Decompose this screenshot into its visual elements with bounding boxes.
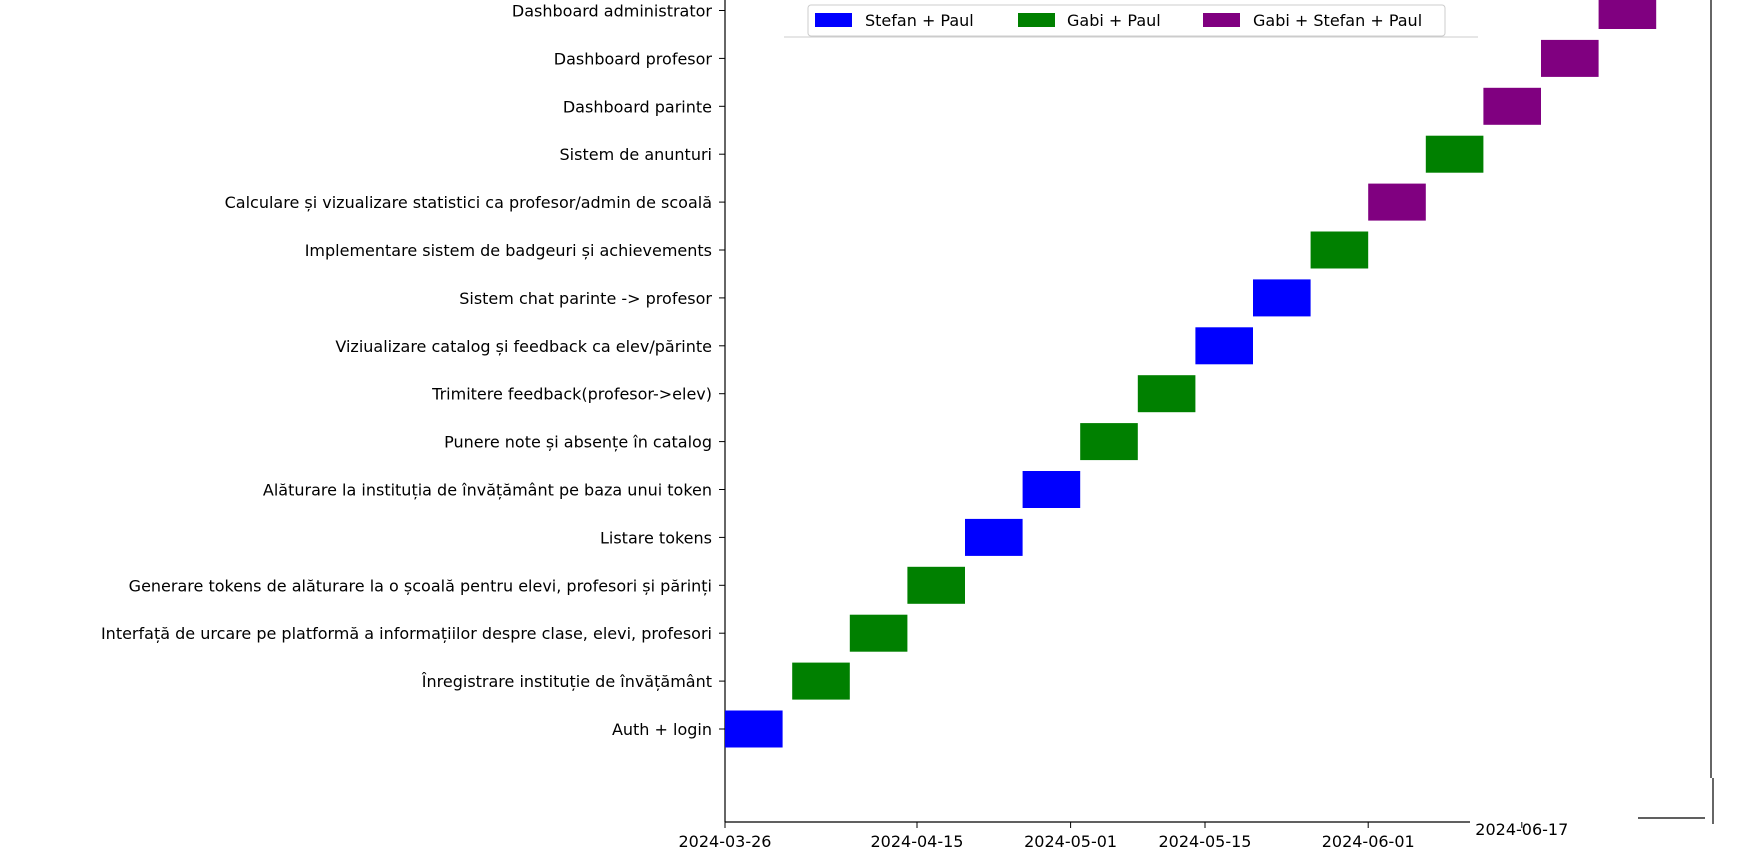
- task-bar-14: [1541, 39, 1599, 77]
- task-bar-11: [1368, 183, 1426, 221]
- plot-frame: [724, 0, 1714, 824]
- legend-label-gabi-stefan-paul: Gabi + Stefan + Paul: [1253, 11, 1422, 30]
- task-label-0: Auth + login: [612, 720, 712, 739]
- legend-swatch-stefan-paul: [815, 13, 852, 27]
- x-tick-label-2: 2024-05-01: [1024, 832, 1117, 851]
- task-bar-6: [1080, 423, 1138, 461]
- task-bar-2: [849, 614, 908, 652]
- task-bar-7: [1137, 375, 1196, 413]
- task-bar-12: [1425, 135, 1484, 173]
- task-label-4: Listare tokens: [600, 528, 712, 547]
- task-label-group: Auth + login Înregistrare instituție de î…: [101, 2, 725, 739]
- x-tick-label-4: 2024-06-01: [1322, 832, 1415, 851]
- x-tick-label-1: 2024-04-15: [871, 832, 964, 851]
- x-tick-label-3: 2024-05-15: [1159, 832, 1252, 851]
- legend: Stefan + Paul Gabi + Paul Gabi + Stefan …: [807, 4, 1446, 37]
- task-bar-5: [1022, 471, 1081, 508]
- task-label-12: Sistem de anunturi: [560, 145, 712, 164]
- x-tick-label-5: 2024-06-17: [1475, 820, 1568, 839]
- bar-group: [725, 0, 1657, 748]
- task-label-5: Alăturare la instituția de învățământ pe…: [263, 481, 712, 500]
- legend-swatch-gabi-stefan-paul: [1203, 13, 1240, 27]
- task-bar-9: [1253, 279, 1311, 317]
- task-label-15: Dashboard administrator: [512, 2, 713, 21]
- task-label-1: Înregistrare instituție de învățământ: [421, 672, 712, 691]
- task-label-8: Viziualizare catalog și feedback ca elev…: [335, 337, 712, 356]
- legend-label-stefan-paul: Stefan + Paul: [865, 11, 974, 30]
- task-label-14: Dashboard profesor: [554, 49, 713, 68]
- task-bar-3: [907, 566, 965, 604]
- x-tick-group: 2024-03-26 2024-04-15 2024-05-01 2024-05-15…: [679, 820, 1569, 851]
- task-label-9: Sistem chat parinte -> profesor: [459, 289, 712, 308]
- task-bar-0: [725, 710, 783, 748]
- task-label-6: Punere note și absențe în catalog: [444, 433, 712, 452]
- task-bar-8: [1195, 327, 1253, 365]
- task-bar-1: [792, 662, 850, 700]
- legend-swatch-gabi-paul: [1018, 13, 1055, 27]
- task-label-13: Dashboard parinte: [563, 97, 712, 116]
- task-label-11: Calculare și vizualizare statistici ca p…: [225, 193, 712, 212]
- x-tick-label-0: 2024-03-26: [679, 832, 772, 851]
- legend-label-gabi-paul: Gabi + Paul: [1067, 11, 1161, 30]
- task-bar-10: [1310, 231, 1369, 269]
- task-label-3: Generare tokens de alăturare la o școală…: [129, 576, 712, 595]
- task-bar-4: [965, 518, 1023, 556]
- task-label-7: Trimitere feedback(profesor->elev): [431, 385, 712, 404]
- task-bar-15: [1598, 0, 1657, 29]
- task-label-2: Interfață de urcare pe platformă a infor…: [101, 624, 712, 643]
- task-label-10: Implementare sistem de badgeuri și achie…: [305, 241, 712, 260]
- task-bar-13: [1483, 87, 1541, 125]
- legend-box: [807, 4, 1446, 37]
